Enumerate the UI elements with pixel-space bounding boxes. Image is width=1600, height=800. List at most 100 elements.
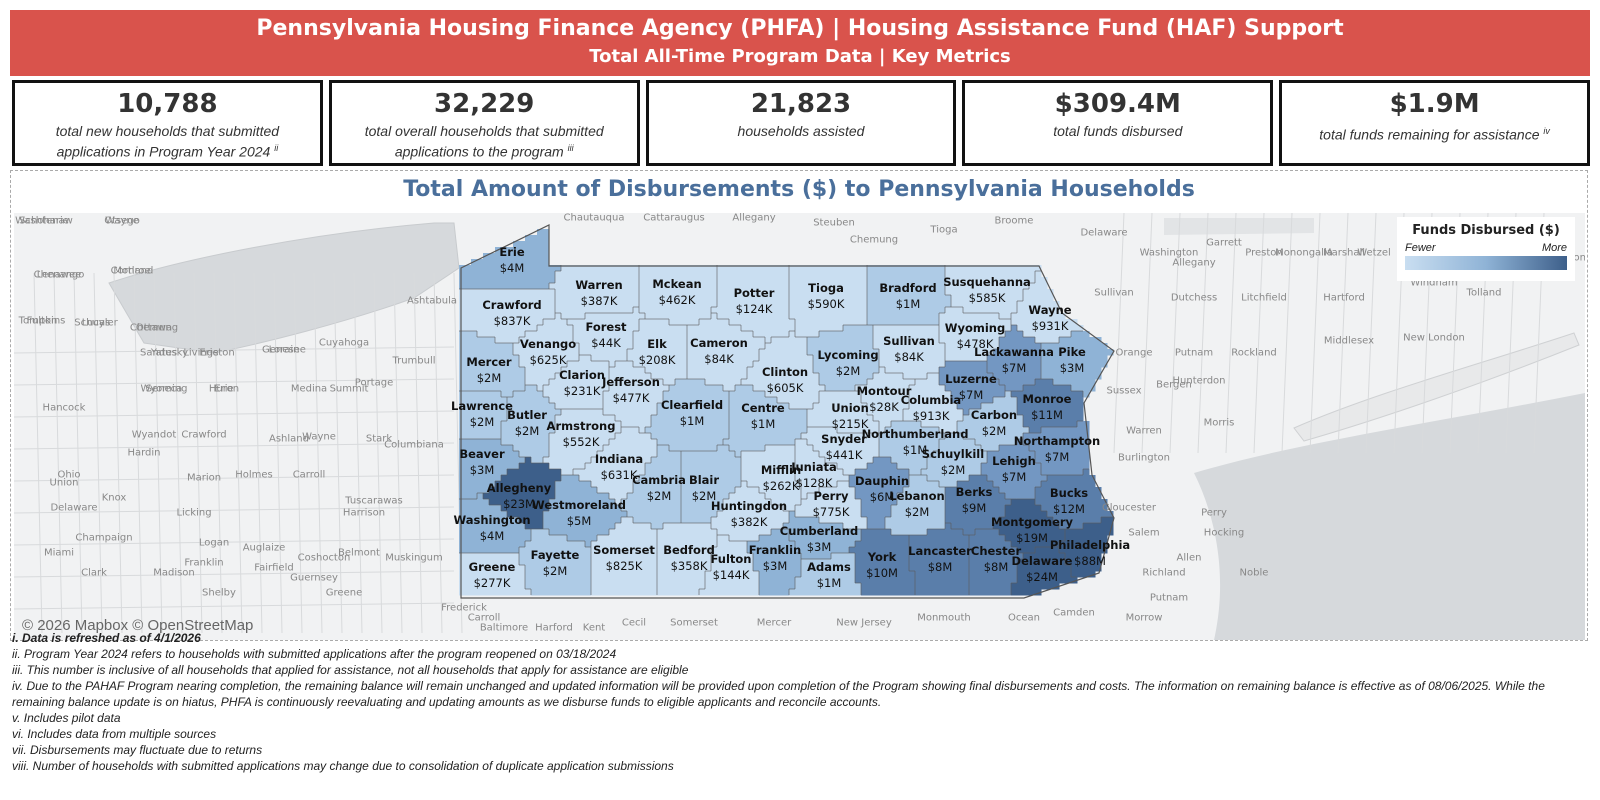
county-cell-northumberland[interactable] (915, 469, 922, 476)
county-cell-berks[interactable] (969, 499, 976, 506)
county-cell-mifflin[interactable] (789, 493, 796, 500)
county-cell-tioga[interactable] (795, 277, 802, 284)
county-cell-potter[interactable] (723, 277, 730, 284)
county-cell-crawford[interactable] (459, 289, 466, 296)
county-cell-bucks[interactable] (1065, 511, 1072, 518)
county-cell-indiana[interactable] (627, 451, 634, 458)
county-cell-lebanon[interactable] (921, 529, 928, 536)
county-cell-wayne[interactable] (1071, 325, 1078, 332)
county-cell-lebanon[interactable] (909, 499, 916, 506)
county-cell-indiana[interactable] (627, 469, 634, 476)
county-cell-crawford[interactable] (543, 289, 550, 296)
county-cell-susquehanna[interactable] (945, 283, 952, 290)
county-cell-wayne[interactable] (1035, 301, 1042, 308)
county-cell-monroe[interactable] (1023, 421, 1030, 428)
county-cell-bradford[interactable] (873, 283, 880, 290)
county-cell-beaver[interactable] (507, 457, 514, 464)
county-cell-butler[interactable] (501, 427, 508, 434)
county-cell-luzerne[interactable] (975, 403, 982, 410)
county-cell-potter[interactable] (729, 301, 736, 308)
county-cell-mckean[interactable] (669, 283, 676, 290)
county-cell-lawrence[interactable] (495, 415, 502, 422)
county-cell-lycoming[interactable] (849, 331, 856, 338)
county-cell-monroe[interactable] (1029, 391, 1036, 398)
county-cell-armstrong[interactable] (549, 439, 556, 446)
county-cell-centre[interactable] (783, 415, 790, 422)
county-cell-bradford[interactable] (873, 319, 880, 326)
county-cell-westmoreland[interactable] (543, 517, 550, 524)
county-cell-perry[interactable] (801, 511, 808, 518)
county-cell-armstrong[interactable] (549, 433, 556, 440)
county-cell-clinton[interactable] (801, 367, 808, 374)
county-cell-forest[interactable] (627, 325, 634, 332)
county-cell-cambria[interactable] (645, 511, 652, 518)
county-cell-bucks[interactable] (1059, 493, 1066, 500)
county-cell-clarion[interactable] (597, 391, 604, 398)
county-cell-centre[interactable] (783, 439, 790, 446)
county-cell-centre[interactable] (747, 403, 754, 410)
county-cell-lawrence[interactable] (483, 427, 490, 434)
county-cell-venango[interactable] (555, 313, 562, 320)
county-cell-potter[interactable] (735, 265, 742, 272)
county-cell-lebanon[interactable] (939, 493, 946, 500)
county-cell-berks[interactable] (951, 517, 958, 524)
county-cell-luzerne[interactable] (945, 379, 952, 386)
county-cell-cambria[interactable] (669, 457, 676, 464)
county-cell-clearfield[interactable] (705, 421, 712, 428)
county-cell-cameron[interactable] (747, 349, 754, 356)
county-cell-tioga[interactable] (813, 301, 820, 308)
county-cell-cambria[interactable] (645, 493, 652, 500)
county-cell-armstrong[interactable] (567, 463, 574, 470)
county-cell-perry[interactable] (807, 499, 814, 506)
county-cell-schuylkill[interactable] (945, 439, 952, 446)
county-cell-blair[interactable] (711, 499, 718, 506)
county-cell-venango[interactable] (537, 325, 544, 332)
county-cell-bradford[interactable] (879, 313, 886, 320)
county-cell-cambria[interactable] (669, 475, 676, 482)
county-cell-carbon[interactable] (975, 409, 982, 416)
county-cell-forest[interactable] (567, 319, 574, 326)
county-cell-centre[interactable] (735, 445, 742, 452)
county-cell-potter[interactable] (753, 331, 760, 338)
county-cell-lawrence[interactable] (489, 403, 496, 410)
county-cell-union[interactable] (831, 415, 838, 422)
county-cell-cambria[interactable] (669, 463, 676, 470)
county-cell-warren[interactable] (627, 283, 634, 290)
county-cell-union[interactable] (807, 415, 814, 422)
county-cell-huntingdon[interactable] (759, 493, 766, 500)
county-cell-pike[interactable] (1041, 349, 1048, 356)
county-cell-forest[interactable] (603, 355, 610, 362)
county-cell-berks[interactable] (1005, 499, 1012, 506)
county-cell-carbon[interactable] (963, 421, 970, 428)
county-cell-clearfield[interactable] (705, 427, 712, 434)
county-cell-erie[interactable] (531, 241, 538, 248)
county-cell-indiana[interactable] (585, 469, 592, 476)
county-cell-blair[interactable] (729, 475, 736, 482)
county-cell-indiana[interactable] (639, 451, 646, 458)
county-cell-indiana[interactable] (645, 451, 652, 458)
county-cell-elk[interactable] (663, 373, 670, 380)
county-cell-bedford[interactable] (687, 523, 694, 530)
county-cell-dauphin[interactable] (885, 469, 892, 476)
county-cell-dauphin[interactable] (873, 523, 880, 530)
county-cell-mercer[interactable] (465, 373, 472, 380)
county-cell-bradford[interactable] (927, 277, 934, 284)
county-cell-lebanon[interactable] (909, 481, 916, 488)
county-cell-crawford[interactable] (465, 307, 472, 314)
county-cell-lackawanna[interactable] (1023, 367, 1030, 374)
county-cell-tioga[interactable] (849, 307, 856, 314)
county-cell-allegheny[interactable] (531, 469, 538, 476)
county-cell-clearfield[interactable] (717, 385, 724, 392)
county-cell-armstrong[interactable] (585, 457, 592, 464)
county-cell-carbon[interactable] (987, 433, 994, 440)
county-cell-cameron[interactable] (687, 343, 694, 350)
county-cell-warren[interactable] (633, 277, 640, 284)
county-cell-clarion[interactable] (567, 373, 574, 380)
county-cell-lycoming[interactable] (873, 367, 880, 374)
county-cell-clinton[interactable] (807, 403, 814, 410)
county-cell-armstrong[interactable] (573, 451, 580, 458)
county-cell-potter[interactable] (717, 265, 724, 272)
county-cell-clinton[interactable] (795, 361, 802, 368)
county-cell-centre[interactable] (735, 439, 742, 446)
county-cell-butler[interactable] (531, 457, 538, 464)
